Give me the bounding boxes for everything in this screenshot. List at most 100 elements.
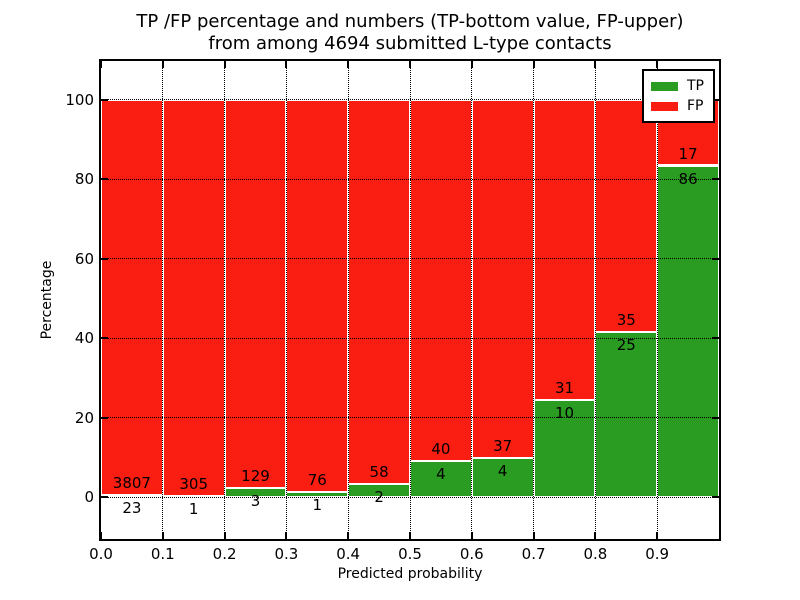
y-tick-right: [712, 257, 719, 260]
y-tick-right: [712, 178, 719, 181]
tp-count-label: 1: [312, 496, 323, 515]
legend: TP FP: [642, 69, 715, 123]
tp-count-label: 25: [616, 335, 636, 354]
x-tick-bottom: [285, 532, 288, 539]
x-gridline: [533, 61, 535, 539]
x-tick-bottom: [223, 532, 226, 539]
chart-title-line1: TP /FP percentage and numbers (TP-bottom…: [136, 11, 684, 32]
x-tick-label: 0.3: [274, 545, 299, 563]
tp-count-label: 86: [678, 169, 698, 188]
chart-title: TP /FP percentage and numbers (TP-bottom…: [101, 11, 719, 55]
y-tick-label: 100: [65, 90, 94, 109]
legend-label-fp: FP: [687, 98, 704, 114]
tp-count-label: 3: [250, 492, 261, 511]
x-tick-label: 0.0: [89, 545, 113, 563]
chart-title-line2: from among 4694 submitted L-type contact…: [208, 33, 612, 54]
fp-count-label: 129: [241, 467, 270, 486]
fp-count-label: 3807: [112, 473, 151, 492]
y-tick-label: 80: [74, 170, 94, 189]
x-tick-top: [285, 61, 288, 68]
y-tick-left: [101, 178, 108, 181]
fp-count-label: 17: [678, 144, 698, 163]
x-tick-top: [409, 61, 411, 68]
fp-count-label: 58: [369, 463, 389, 482]
bar-segment-fp: [410, 99, 472, 462]
y-tick-left: [101, 257, 108, 260]
fp-count-label: 305: [179, 474, 209, 493]
y-tick-right: [712, 98, 719, 101]
tp-count-label: 23: [122, 498, 142, 517]
x-tick-top: [347, 61, 350, 68]
fp-count-label: 37: [493, 437, 513, 456]
x-tick-bottom: [347, 532, 350, 539]
x-tick-top: [656, 61, 659, 68]
fp-count-label: 76: [307, 471, 327, 490]
fp-count-label: 31: [554, 379, 575, 398]
tp-count-label: 4: [497, 462, 508, 481]
legend-row: FP: [651, 96, 704, 116]
x-tick-bottom: [409, 532, 411, 539]
x-tick-label: 0.1: [150, 545, 175, 563]
x-gridline: [162, 61, 164, 539]
y-tick-right: [712, 337, 719, 340]
x-tick-label: 0.8: [583, 545, 608, 563]
x-tick-label: 0.6: [459, 545, 484, 563]
y-tick-right: [712, 496, 719, 499]
tp-count-label: 1: [188, 499, 199, 518]
x-tick-bottom: [161, 532, 164, 539]
legend-swatch-tp-icon: [651, 81, 678, 91]
bar-segment-fp: [533, 99, 596, 401]
legend-label-tp: TP: [687, 78, 704, 94]
x-tick-top: [223, 61, 226, 68]
bar-segment-tp: [595, 331, 658, 498]
x-gridline: [471, 61, 473, 539]
y-tick-left: [101, 98, 108, 101]
tp-count-label: 10: [554, 404, 575, 423]
x-tick-top: [470, 61, 473, 68]
y-tick-left: [101, 496, 108, 499]
fp-count-label: 35: [616, 310, 636, 329]
x-tick-label: 0.5: [398, 545, 422, 563]
y-tick-left: [101, 416, 108, 419]
x-gridline: [409, 61, 411, 539]
legend-swatch-fp-icon: [651, 101, 678, 111]
x-gridline: [285, 61, 287, 539]
x-tick-top: [161, 61, 164, 68]
x-axis-title: Predicted probability: [337, 566, 483, 582]
bar-segment-tp: [533, 400, 596, 498]
x-tick-bottom: [470, 532, 473, 539]
x-gridline: [656, 61, 658, 539]
y-tick-label: 20: [74, 408, 94, 427]
y-tick-label: 40: [74, 329, 94, 348]
x-tick-bottom: [100, 532, 102, 539]
x-gridline: [594, 61, 596, 539]
tp-count-label: 2: [374, 488, 384, 507]
bar-segment-fp: [224, 99, 287, 489]
y-tick-left: [101, 337, 108, 340]
x-tick-label: 0.4: [336, 545, 361, 563]
bar-segment-fp: [471, 99, 534, 459]
bar-segment-fp: [348, 99, 410, 485]
plot-area: TP FP 3807 23 305 1 129 3 76 1 58 2 40 4 37 4 31 10 35 25 1…: [99, 59, 721, 541]
x-tick-label: 0.9: [645, 545, 670, 563]
x-tick-top: [532, 61, 535, 68]
fp-count-label: 40: [431, 440, 451, 459]
y-tick-label: 0: [84, 488, 94, 507]
bar-segment-fp: [595, 99, 658, 332]
bar-segment-fp: [162, 99, 225, 496]
bar-segment-fp: [101, 99, 163, 495]
y-tick-label: 60: [74, 249, 94, 268]
x-tick-label: 0.7: [521, 545, 546, 563]
bar-segment-fp: [286, 99, 349, 493]
x-tick-bottom: [594, 532, 597, 539]
y-axis-title: Percentage: [39, 260, 55, 340]
bar-segment-tp: [657, 165, 719, 498]
y-tick-right: [712, 416, 719, 419]
x-tick-bottom: [656, 532, 659, 539]
x-tick-bottom: [532, 532, 535, 539]
x-gridline: [347, 61, 349, 539]
x-tick-label: 0.2: [212, 545, 237, 563]
x-tick-top: [100, 61, 102, 68]
tp-count-label: 4: [436, 465, 446, 484]
